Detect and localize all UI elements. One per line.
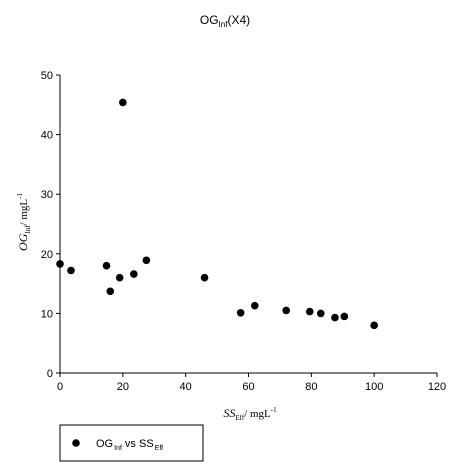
y-tick-label: 40 xyxy=(41,130,53,142)
x-tick-label: 0 xyxy=(57,381,63,393)
y-axis-label: OGInf/ mgL-1 xyxy=(16,193,32,251)
x-axis-ticks: 0 20 40 60 80 100 120 xyxy=(57,373,446,393)
x-tick-label: 60 xyxy=(242,381,254,393)
data-point[interactable] xyxy=(56,260,64,268)
data-point[interactable] xyxy=(236,309,245,317)
chart-title: OGInf(X4) xyxy=(200,13,250,29)
x-tick-label: 40 xyxy=(180,381,192,393)
data-point[interactable] xyxy=(200,273,209,282)
y-tick-label: 10 xyxy=(41,308,53,320)
data-point[interactable] xyxy=(282,306,291,315)
legend-marker xyxy=(72,439,80,447)
data-point[interactable] xyxy=(67,266,75,275)
data-point[interactable] xyxy=(316,309,325,318)
data-point[interactable] xyxy=(340,312,349,321)
data-point[interactable] xyxy=(250,301,259,310)
data-point[interactable] xyxy=(106,287,115,296)
legend[interactable]: OGInf vs SSEff xyxy=(59,424,204,462)
legend-box xyxy=(59,424,204,462)
x-axis-label: SSEff/ mgL-1 xyxy=(223,406,277,422)
x-tick-label: 80 xyxy=(305,381,317,393)
data-point[interactable] xyxy=(119,98,127,107)
y-tick-label: 0 xyxy=(47,368,53,380)
x-tick-label: 100 xyxy=(365,381,383,393)
data-point[interactable] xyxy=(130,270,138,278)
data-points xyxy=(56,98,378,330)
y-tick-label: 50 xyxy=(41,70,53,82)
data-point[interactable] xyxy=(115,273,124,282)
data-point[interactable] xyxy=(142,256,151,265)
data-point[interactable] xyxy=(102,261,111,270)
legend-label: OGInf vs SSEff xyxy=(96,438,163,452)
data-point[interactable] xyxy=(370,321,378,330)
y-axis-ticks: 0 10 20 30 40 50 xyxy=(41,70,60,380)
x-tick-label: 120 xyxy=(428,381,446,393)
y-tick-label: 30 xyxy=(41,189,53,201)
data-point[interactable] xyxy=(305,307,314,316)
data-point[interactable] xyxy=(331,313,339,322)
y-tick-label: 20 xyxy=(41,249,53,261)
x-tick-label: 20 xyxy=(117,381,129,393)
